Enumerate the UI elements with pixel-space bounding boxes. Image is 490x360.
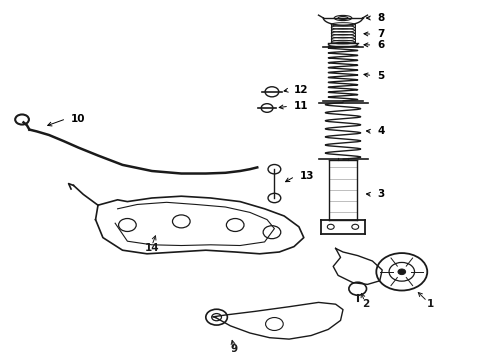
Text: 7: 7	[377, 29, 385, 39]
Text: 4: 4	[377, 126, 385, 136]
Text: 2: 2	[363, 299, 370, 309]
Text: 14: 14	[145, 243, 159, 253]
Text: 11: 11	[294, 101, 309, 111]
Text: 13: 13	[300, 171, 315, 181]
Text: 12: 12	[294, 85, 309, 95]
Text: 6: 6	[377, 40, 385, 50]
Text: 3: 3	[377, 189, 385, 199]
Text: 5: 5	[377, 71, 385, 81]
Text: 1: 1	[427, 299, 435, 309]
Text: 8: 8	[377, 13, 385, 23]
Text: 10: 10	[71, 114, 86, 124]
Circle shape	[398, 269, 406, 275]
Text: 9: 9	[231, 343, 238, 354]
